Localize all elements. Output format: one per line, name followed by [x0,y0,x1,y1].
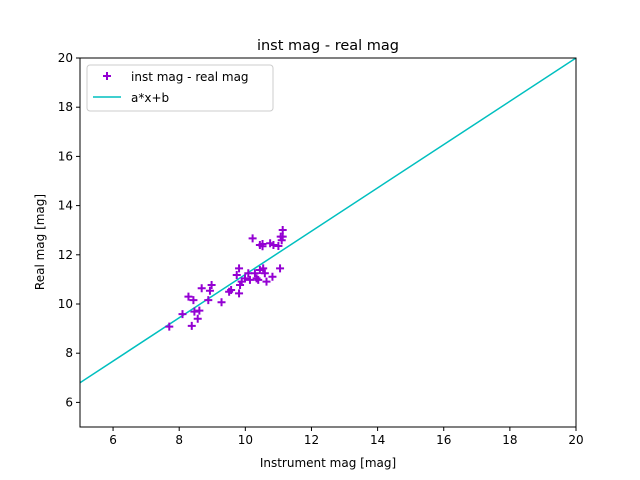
legend-marker-scatter [103,72,111,80]
data-point [276,264,285,273]
y-tick-label: 10 [58,297,73,311]
x-tick-label: 18 [502,433,517,447]
y-tick-label: 6 [65,395,73,409]
data-point [277,236,286,245]
data-point [268,272,277,281]
x-tick-label: 12 [304,433,319,447]
y-tick-label: 16 [58,149,73,163]
x-tick-label: 10 [238,433,253,447]
data-point [254,275,263,284]
x-tick-label: 16 [436,433,451,447]
data-point [259,264,268,273]
data-point [250,269,259,278]
data-point [217,298,226,307]
x-tick-label: 8 [175,433,183,447]
data-point [193,314,202,323]
legend-plus-icon [103,72,111,80]
data-point [245,275,254,284]
fit-line [80,58,576,384]
data-point [187,321,196,330]
data-point [252,274,261,283]
data-point [227,285,236,294]
data-point [235,264,244,273]
plot-frame [79,57,577,428]
data-point [274,241,283,250]
legend-label-scatter: inst mag - real mag [131,70,249,84]
x-tick-label: 14 [370,433,385,447]
data-point [262,277,271,286]
y-tick-label: 20 [58,51,73,65]
data-point [178,310,187,319]
y-tick-label: 12 [58,248,73,262]
x-tick-label: 6 [109,433,117,447]
data-point [184,292,193,301]
data-point [255,240,264,249]
legend: inst mag - real mag a*x+b [86,64,274,112]
data-point [232,270,241,279]
data-point [260,269,269,278]
data-point [197,284,206,293]
data-point [189,296,198,305]
y-axis-label: Real mag [mag] [33,194,47,290]
data-point [204,296,213,305]
chart-title: inst mag - real mag [257,38,399,54]
x-tick-label: 20 [568,433,583,447]
data-point [195,306,204,315]
legend-box [86,64,274,112]
data-point [241,274,250,283]
data-point [207,281,216,290]
data-point [205,286,214,295]
y-tick-label: 18 [58,100,73,114]
data-point [165,322,174,331]
data-point [235,289,244,298]
data-point [248,234,257,243]
legend-label-line: a*x+b [131,91,169,105]
x-axis-label: Instrument mag [mag] [260,456,396,470]
y-tick-label: 14 [58,199,73,213]
y-tick-label: 8 [65,346,73,360]
